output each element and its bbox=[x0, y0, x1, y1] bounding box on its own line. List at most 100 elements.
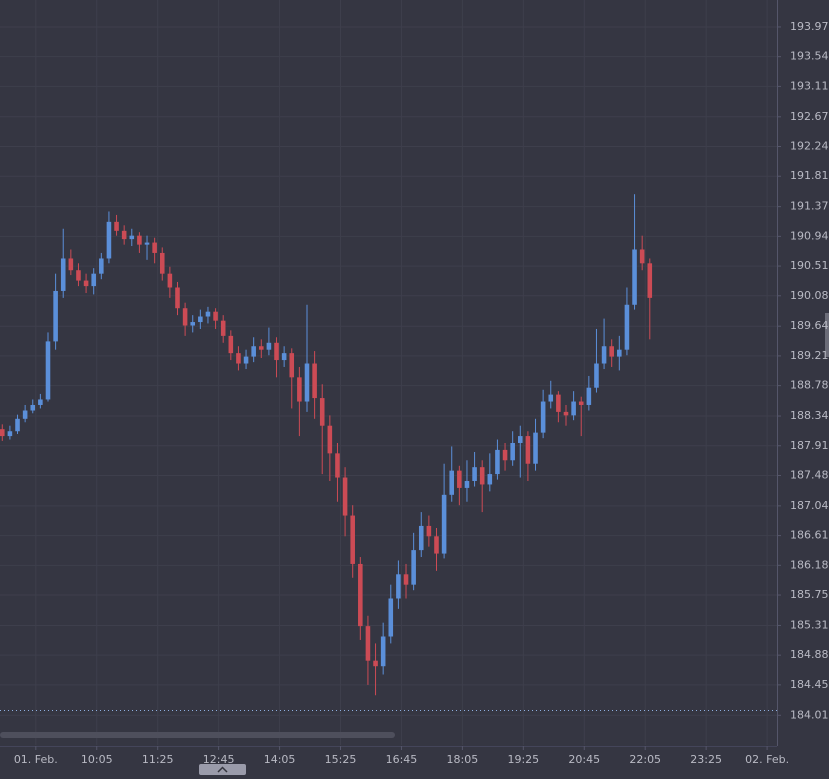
candle-body bbox=[175, 287, 180, 309]
candle-body bbox=[60, 258, 66, 291]
x-tick-label: 15:25 bbox=[325, 753, 357, 766]
y-tick-label: 187.04 bbox=[790, 499, 829, 512]
y-tick-label: 184.45 bbox=[790, 678, 829, 691]
candle-body bbox=[251, 346, 256, 357]
x-tick-label: 14:05 bbox=[264, 753, 296, 766]
candle-body bbox=[571, 401, 576, 416]
candle-body bbox=[647, 263, 653, 298]
x-tick-label: 01. Feb. bbox=[14, 753, 58, 766]
candle-body bbox=[639, 249, 645, 264]
candle-body bbox=[281, 353, 287, 361]
x-tick-label: 20:45 bbox=[568, 753, 600, 766]
candle-body bbox=[449, 470, 455, 495]
candle-body bbox=[167, 273, 173, 288]
y-tick-label: 184.01 bbox=[790, 708, 829, 721]
candle-body bbox=[129, 235, 135, 240]
x-tick-label: 18:05 bbox=[447, 753, 479, 766]
candle-body bbox=[601, 346, 607, 364]
candle-body bbox=[525, 436, 531, 464]
y-tick-label: 190.08 bbox=[790, 289, 829, 302]
candle-body bbox=[556, 394, 561, 412]
candle-body bbox=[106, 221, 112, 259]
candle-body bbox=[403, 574, 409, 585]
navigator-button-bg[interactable] bbox=[199, 764, 246, 775]
candle-body bbox=[205, 311, 211, 317]
candle-body bbox=[22, 410, 28, 419]
y-tick-label: 193.97 bbox=[790, 20, 829, 33]
candle-body bbox=[464, 481, 470, 488]
candle-body bbox=[91, 273, 96, 287]
chevron-icon bbox=[217, 766, 228, 773]
candle-body bbox=[594, 363, 599, 388]
candle-body bbox=[259, 346, 264, 350]
candle-body bbox=[617, 349, 622, 357]
candle-body bbox=[228, 335, 234, 354]
candle-body bbox=[76, 270, 81, 281]
candle-body bbox=[373, 660, 378, 667]
candle-body bbox=[53, 290, 58, 342]
candle-body bbox=[495, 449, 500, 475]
y-tick-label: 185.75 bbox=[790, 588, 829, 601]
y-tick-label: 191.37 bbox=[790, 200, 829, 213]
candle-body bbox=[327, 425, 333, 454]
candle-body bbox=[380, 636, 386, 667]
candle-body bbox=[426, 525, 432, 537]
candle-body bbox=[274, 342, 279, 361]
candle-body bbox=[335, 453, 340, 478]
candle-body bbox=[114, 221, 119, 231]
candle-body bbox=[358, 563, 363, 627]
candle-body bbox=[563, 411, 569, 416]
y-tick-label: 192.24 bbox=[790, 140, 829, 153]
candle-body bbox=[121, 230, 127, 240]
y-tick-label: 184.88 bbox=[790, 648, 829, 661]
candle-body bbox=[342, 477, 348, 516]
candle-body bbox=[198, 316, 203, 323]
candle-body bbox=[68, 258, 74, 271]
candle-body bbox=[388, 598, 394, 637]
x-tick-label: 11:25 bbox=[142, 753, 174, 766]
candle-body bbox=[45, 341, 51, 400]
y-tick-label: 190.51 bbox=[790, 259, 829, 272]
candle-body bbox=[479, 467, 485, 485]
candle-body bbox=[548, 394, 554, 402]
candle-body bbox=[236, 353, 241, 364]
y-tick-label: 189.64 bbox=[790, 319, 829, 332]
candle-body bbox=[15, 418, 20, 432]
y-tick-label: 189.21 bbox=[790, 349, 829, 362]
candle-body bbox=[0, 429, 5, 437]
candle-body bbox=[152, 242, 157, 253]
candle-body bbox=[99, 258, 104, 274]
y-tick-label: 193.11 bbox=[790, 79, 829, 92]
candle-body bbox=[502, 449, 508, 461]
candle-body bbox=[510, 442, 515, 461]
x-tick-label: 10:05 bbox=[81, 753, 113, 766]
candle-body bbox=[83, 280, 89, 287]
candle-body bbox=[411, 550, 416, 585]
candle-body bbox=[457, 470, 462, 488]
candle-body bbox=[266, 342, 272, 350]
x-tick-label: 12:45 bbox=[203, 753, 235, 766]
scrollbar[interactable] bbox=[0, 732, 395, 738]
candle-body bbox=[30, 404, 36, 411]
x-tick-label: 02. Feb. bbox=[745, 753, 789, 766]
y-tick-label: 188.78 bbox=[790, 379, 829, 392]
x-tick-label: 23:25 bbox=[690, 753, 722, 766]
candle-body bbox=[586, 387, 592, 405]
x-tick-label: 19:25 bbox=[507, 753, 539, 766]
candle-body bbox=[243, 356, 249, 364]
candle-body bbox=[297, 377, 302, 402]
candle-body bbox=[609, 346, 614, 357]
axis-handle[interactable] bbox=[825, 313, 829, 357]
navigator-button[interactable] bbox=[199, 764, 246, 775]
candle-body bbox=[632, 249, 637, 305]
x-tick-label: 16:45 bbox=[386, 753, 418, 766]
y-tick-label: 186.18 bbox=[790, 558, 829, 571]
candle-body bbox=[418, 525, 424, 551]
y-tick-label: 186.61 bbox=[790, 529, 829, 542]
candle-body bbox=[213, 311, 218, 321]
candle-body bbox=[137, 235, 142, 245]
candle-body bbox=[624, 304, 630, 350]
candle-body bbox=[319, 398, 325, 426]
